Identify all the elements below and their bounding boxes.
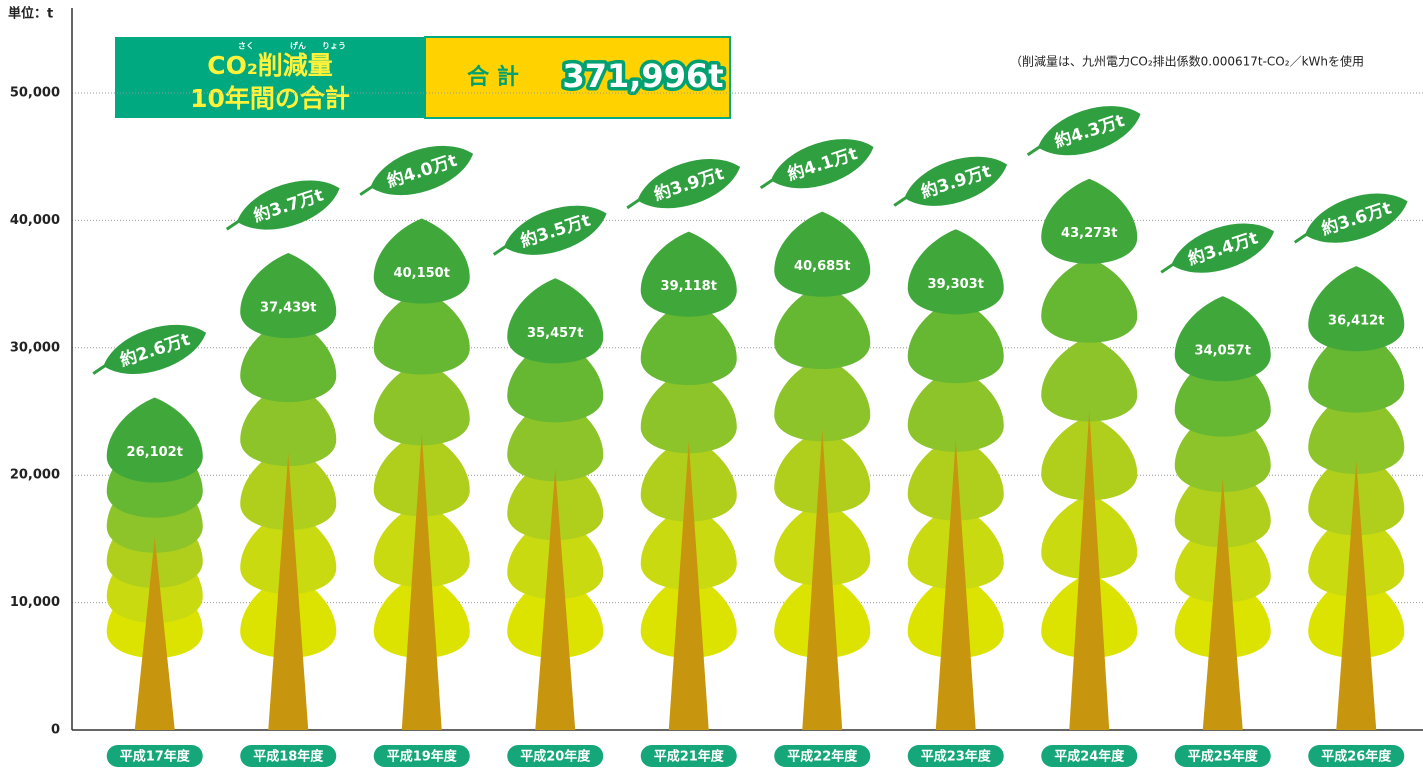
x-tick-label: 平成17年度 xyxy=(120,749,191,765)
leaf-label: 約3.9万t xyxy=(620,149,744,223)
tree-crown-layer xyxy=(1041,258,1137,343)
ruby: さく xyxy=(238,42,254,51)
x-tick-label: 平成23年度 xyxy=(921,749,992,765)
leaf-label: 約2.6万t xyxy=(86,315,210,389)
summary-total-label: 合 計 xyxy=(467,64,519,90)
value-label: 43,273t xyxy=(1061,226,1117,241)
value-label: 39,118t xyxy=(661,279,717,294)
value-label: 36,412t xyxy=(1328,314,1384,329)
tree-crown-top xyxy=(908,229,1004,314)
value-label: 34,057t xyxy=(1195,344,1251,359)
value-label: 37,439t xyxy=(260,301,316,316)
x-tick-label: 平成21年度 xyxy=(654,749,725,765)
leaf-label: 約4.0万t xyxy=(353,136,477,210)
x-tick-label: 平成19年度 xyxy=(387,749,458,765)
leaf-label: 約3.4万t xyxy=(1154,213,1278,287)
tree-crown-top xyxy=(1308,266,1404,351)
leaf-label: 約3.7万t xyxy=(219,170,343,244)
chart: 単位：t （削減量は、九州電力CO₂排出係数0.000617t-CO₂／kWhを… xyxy=(0,0,1423,769)
leaf-label: 約4.3万t xyxy=(1020,96,1144,170)
tree-crown-top xyxy=(374,218,470,303)
summary-total: 371,996t xyxy=(562,57,723,95)
tree-crown-layer xyxy=(1041,336,1137,421)
y-tick-label: 10,000 xyxy=(10,595,60,610)
tree-crown-top xyxy=(507,278,603,363)
ruby: りょう xyxy=(322,42,346,51)
y-tick-label: 40,000 xyxy=(10,213,60,228)
tree-crown-top xyxy=(240,253,336,338)
tree-crown-top xyxy=(774,212,870,297)
leaf-label: 約4.1万t xyxy=(753,129,877,203)
tree-crown-top xyxy=(1175,296,1271,381)
tree-crown-top xyxy=(1041,179,1137,264)
tree-crown-top xyxy=(107,397,203,482)
x-tick-label: 平成24年度 xyxy=(1054,749,1125,765)
leaf-label: 約3.6万t xyxy=(1287,183,1411,257)
x-tick-label: 平成26年度 xyxy=(1321,749,1392,765)
value-label: 40,150t xyxy=(394,266,450,281)
value-label: 35,457t xyxy=(527,326,583,341)
ruby: げん xyxy=(290,41,306,51)
x-tick-label: 平成18年度 xyxy=(253,749,324,765)
value-label: 26,102t xyxy=(127,445,183,460)
value-label: 40,685t xyxy=(794,259,850,274)
leaf-label: 約3.5万t xyxy=(486,196,610,270)
summary-title: 10年間の合計 xyxy=(190,84,350,113)
leaf-label: 約3.9万t xyxy=(887,147,1011,221)
value-label: 39,303t xyxy=(928,277,984,292)
y-tick-label: 30,000 xyxy=(10,340,60,355)
x-tick-label: 平成22年度 xyxy=(787,749,858,765)
y-tick-label: 50,000 xyxy=(10,86,60,101)
y-tick-label: 20,000 xyxy=(10,468,60,483)
unit-label: 単位：t xyxy=(8,6,53,22)
x-tick-label: 平成20年度 xyxy=(520,749,591,765)
note: （削減量は、九州電力CO₂排出係数0.000617t-CO₂／kWhを使用 xyxy=(1010,54,1364,69)
summary-title: CO₂削減量 xyxy=(207,51,333,80)
y-tick-label: 0 xyxy=(51,723,60,738)
x-tick-label: 平成25年度 xyxy=(1188,749,1259,765)
tree-crown-top xyxy=(641,232,737,317)
